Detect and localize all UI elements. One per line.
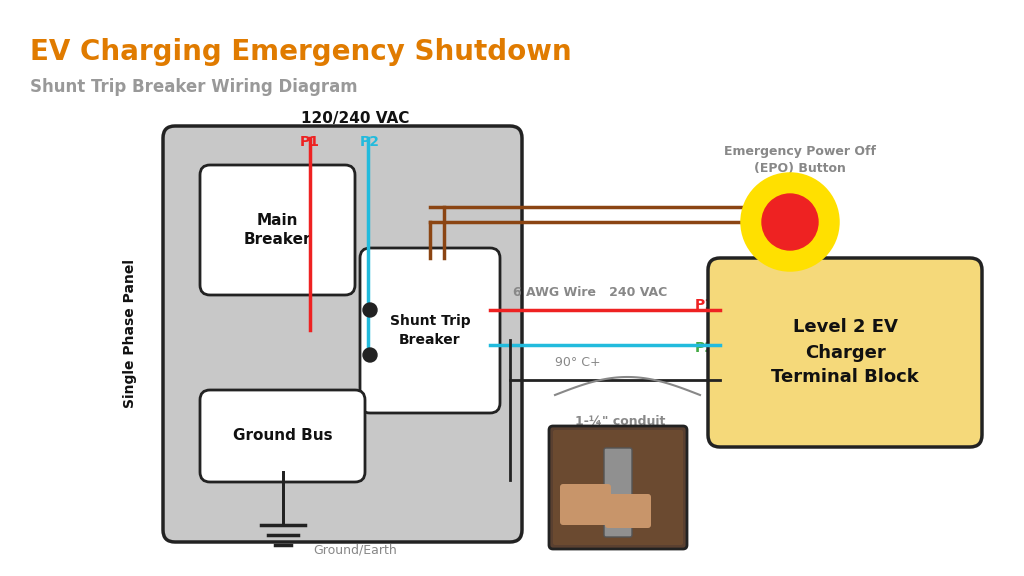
FancyBboxPatch shape xyxy=(560,484,611,525)
Text: Main
Breaker: Main Breaker xyxy=(244,213,311,248)
Text: Ground/Earth: Ground/Earth xyxy=(313,544,396,556)
FancyBboxPatch shape xyxy=(163,126,522,542)
FancyBboxPatch shape xyxy=(360,248,500,413)
Circle shape xyxy=(362,348,377,362)
FancyBboxPatch shape xyxy=(200,165,355,295)
Text: P2: P2 xyxy=(360,135,380,149)
FancyBboxPatch shape xyxy=(553,430,683,545)
Text: 90° C+: 90° C+ xyxy=(555,355,601,369)
Text: Emergency Power Off
(EPO) Button: Emergency Power Off (EPO) Button xyxy=(724,145,876,175)
Text: P1: P1 xyxy=(695,298,715,312)
FancyBboxPatch shape xyxy=(605,494,651,528)
Text: 6 AWG Wire   240 VAC: 6 AWG Wire 240 VAC xyxy=(513,286,667,298)
Text: 120/240 VAC: 120/240 VAC xyxy=(301,111,410,126)
Text: Ground Bus: Ground Bus xyxy=(232,429,333,444)
Text: EV Charging Emergency Shutdown: EV Charging Emergency Shutdown xyxy=(30,38,571,66)
Text: P1: P1 xyxy=(300,135,319,149)
FancyBboxPatch shape xyxy=(708,258,982,447)
Text: Single Phase Panel: Single Phase Panel xyxy=(123,260,137,408)
Text: Shunt Trip Breaker Wiring Diagram: Shunt Trip Breaker Wiring Diagram xyxy=(30,78,357,96)
Text: Shunt Trip
Breaker: Shunt Trip Breaker xyxy=(390,314,470,347)
Text: Level 2 EV
Charger
Terminal Block: Level 2 EV Charger Terminal Block xyxy=(771,319,919,386)
FancyBboxPatch shape xyxy=(604,448,632,537)
Circle shape xyxy=(762,194,818,250)
Circle shape xyxy=(362,303,377,317)
Circle shape xyxy=(742,174,838,270)
Text: 1-¼" conduit: 1-¼" conduit xyxy=(574,415,666,428)
Text: P2: P2 xyxy=(695,341,715,355)
FancyBboxPatch shape xyxy=(200,390,365,482)
FancyBboxPatch shape xyxy=(549,426,687,549)
